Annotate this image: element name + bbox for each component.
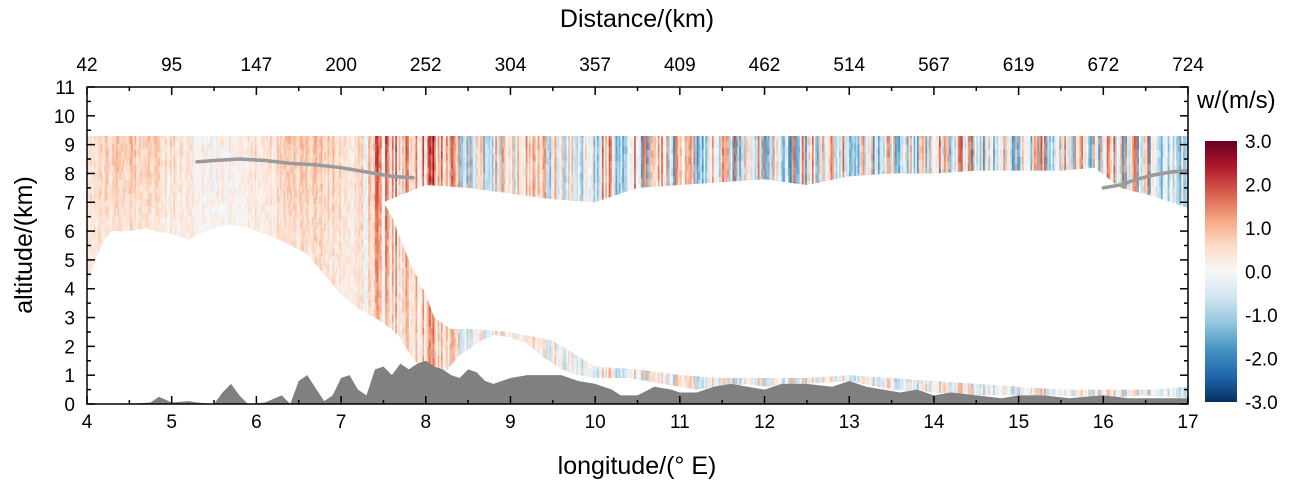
top-axis-title: Distance/(km) (560, 5, 714, 33)
x-axis-title: longitude/(° E) (558, 452, 717, 480)
top-tick-label: 514 (833, 55, 865, 76)
top-tick-label: 200 (325, 55, 357, 76)
y-tick-label: 9 (64, 136, 75, 157)
y-tick-label: 1 (64, 366, 75, 387)
y-tick-label: 3 (64, 309, 75, 330)
colorbar-title: w/(m/s) (1196, 87, 1276, 114)
y-tick-label: 7 (64, 193, 75, 214)
y-axis-title: altitude/(km) (10, 176, 38, 314)
y-tick-label: 0 (64, 395, 75, 416)
x-tick-label: 6 (251, 412, 262, 433)
x-tick-label: 17 (1177, 412, 1198, 433)
top-tick-label: 95 (161, 55, 182, 76)
x-tick-label: 5 (166, 412, 177, 433)
top-tick-label: 462 (749, 55, 781, 76)
plot-area (87, 87, 1190, 405)
top-tick-label: 304 (495, 55, 527, 76)
y-tick-label: 5 (64, 251, 75, 272)
colorbar-tick-label: -1.0 (1245, 306, 1278, 327)
colorbar-tick-label: -2.0 (1245, 350, 1278, 371)
x-tick-label: 7 (336, 412, 347, 433)
x-tick-label: 15 (1008, 412, 1029, 433)
y-tick-label: 2 (64, 337, 75, 358)
top-tick-label: 357 (579, 55, 611, 76)
top-tick-label: 672 (1087, 55, 1119, 76)
colorbar-tick-label: 3.0 (1245, 132, 1271, 153)
x-tick-label: 9 (505, 412, 516, 433)
colorbar-gradient (1205, 141, 1237, 402)
colorbar-tick-label: 0.0 (1245, 263, 1271, 284)
top-tick-label: 567 (918, 55, 950, 76)
colorbar: w/(m/s) 3.0 2.0 1.0 0.0 -1.0 -2.0 -3.0 (1196, 87, 1278, 414)
top-tick-label: 409 (664, 55, 696, 76)
top-tick-label: 252 (410, 55, 442, 76)
y-tick-label: 6 (64, 222, 75, 243)
y-tick-label: 8 (64, 164, 75, 185)
x-tick-label: 14 (923, 412, 945, 433)
colorbar-tick-label: 1.0 (1245, 219, 1271, 240)
top-tick-label: 724 (1172, 55, 1204, 76)
colorbar-tick-label: -3.0 (1245, 393, 1278, 414)
colorbar-tick-label: 2.0 (1245, 176, 1271, 197)
colorbar-ticks: 3.0 2.0 1.0 0.0 -1.0 -2.0 -3.0 (1245, 132, 1278, 414)
x-tick-label: 12 (754, 412, 775, 433)
x-tick-label: 13 (839, 412, 860, 433)
x-tick-label: 8 (420, 412, 431, 433)
x-tick-label: 11 (670, 412, 690, 433)
x-tick-label: 16 (1093, 412, 1114, 433)
top-tick-label: 42 (76, 55, 97, 76)
y-tick-label: 4 (64, 280, 75, 301)
x-tick-label: 4 (82, 412, 93, 433)
y-tick-label: 10 (54, 107, 75, 128)
top-tick-label: 619 (1003, 55, 1035, 76)
y-tick-label: 11 (55, 78, 75, 99)
top-tick-label: 147 (241, 55, 273, 76)
x-tick-label: 10 (585, 412, 606, 433)
above-data-mask (87, 87, 1188, 136)
